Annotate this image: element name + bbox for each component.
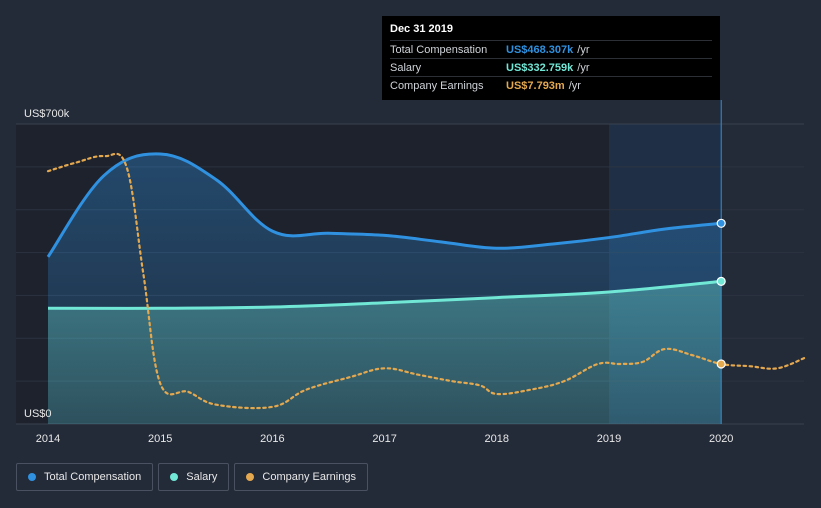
y-tick-label: US$0 (24, 408, 52, 420)
tooltip-unit: /yr (577, 61, 590, 74)
tooltip-value: US$7.793m (506, 79, 565, 92)
legend-dot-icon (246, 473, 255, 481)
marker-total (716, 218, 726, 228)
tooltip: Dec 31 2019 Total Compensation US$468.30… (382, 16, 720, 100)
marker-salary (716, 276, 726, 286)
tooltip-label: Salary (390, 61, 422, 74)
legend-salary[interactable]: Salary (158, 463, 230, 491)
legend-label: Company Earnings (262, 471, 356, 483)
y-tick-label: US$700k (24, 108, 70, 120)
legend-total-compensation[interactable]: Total Compensation (16, 463, 154, 491)
legend-label: Total Compensation (44, 471, 142, 483)
tooltip-label: Company Earnings (390, 79, 484, 92)
tooltip-unit: /yr (577, 43, 590, 56)
tooltip-row-total-compensation: Total Compensation US$468.307k /yr (390, 40, 712, 58)
x-tick-label: 2018 (485, 433, 509, 445)
tooltip-value: US$468.307k (506, 43, 574, 56)
line-salary (47, 279, 722, 310)
legend: Total Compensation Salary Company Earnin… (16, 463, 368, 491)
x-tick-label: 2019 (597, 433, 621, 445)
legend-label: Salary (186, 471, 218, 483)
x-tick-label: 2017 (372, 433, 396, 445)
tooltip-row-company-earnings: Company Earnings US$7.793m /yr (390, 76, 712, 94)
tooltip-row-salary: Salary US$332.759k /yr (390, 58, 712, 76)
x-tick-label: 2014 (36, 433, 60, 445)
tooltip-title: Dec 31 2019 (390, 23, 453, 35)
tooltip-value: US$332.759k (506, 61, 574, 74)
marker-earnings (716, 359, 726, 369)
legend-dot-icon (170, 473, 179, 481)
tooltip-unit: /yr (568, 79, 581, 92)
x-tick-label: 2020 (709, 433, 733, 445)
legend-dot-icon (28, 473, 36, 481)
x-tick-label: 2015 (148, 433, 172, 445)
area-salary (48, 281, 722, 424)
tooltip-label: Total Compensation (390, 43, 488, 56)
x-tick-label: 2016 (260, 433, 284, 445)
line-total (46, 152, 722, 258)
line-earnings (46, 152, 807, 410)
legend-company-earnings[interactable]: Company Earnings (234, 463, 368, 491)
